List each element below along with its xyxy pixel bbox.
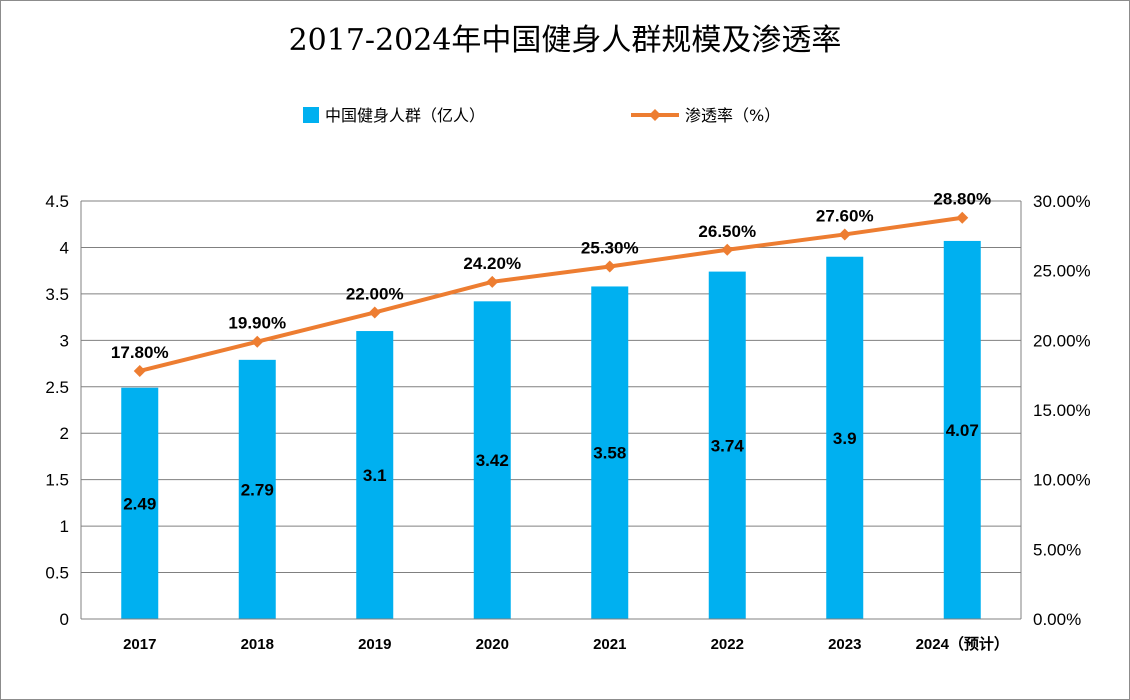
right-axis-tick-label: 5.00%: [1033, 540, 1081, 559]
line-value-label: 19.90%: [228, 314, 286, 333]
category-label: 2021: [593, 636, 626, 653]
gridlines: [81, 200, 1021, 620]
bar-value-label: 3.1: [363, 466, 387, 485]
left-axis-tick-label: 4: [60, 238, 69, 257]
line-value-label: 25.30%: [581, 238, 639, 257]
bar: [473, 301, 511, 619]
chart-title: 2017-2024年中国健身人群规模及渗透率: [289, 23, 842, 58]
left-axis-tick-label: 3: [60, 331, 69, 350]
legend: 中国健身人群（亿人） 渗透率（%）: [303, 106, 780, 125]
left-axis: 0 0.5 1 1.5 2 2.5 3 3.5 4 4.5: [45, 192, 82, 629]
line-marker: [368, 306, 381, 319]
legend-bar-label: 中国健身人群（亿人）: [325, 106, 485, 125]
category-label: 2022: [711, 636, 744, 653]
line-value-label: 28.80%: [933, 190, 991, 209]
right-axis-tick-label: 20.00%: [1033, 331, 1091, 350]
left-axis-tick-label: 3.5: [45, 285, 69, 304]
category-label: 2018: [241, 636, 274, 653]
line-marker: [603, 260, 616, 273]
x-axis: 2017 2018 2019 2020 2021 2022 2023 2024（预计）: [81, 618, 1021, 653]
line-marker: [486, 275, 499, 288]
bar: [591, 286, 629, 619]
right-axis-tick-label: 25.00%: [1033, 262, 1091, 281]
line-marker: [721, 243, 734, 256]
line-marker: [838, 228, 851, 241]
line-value-label: 17.80%: [111, 343, 169, 362]
right-axis-tick-label: 30.00%: [1033, 192, 1091, 211]
left-axis-tick-label: 1: [60, 517, 69, 536]
bar-value-label: 2.49: [123, 494, 156, 513]
line-marker: [956, 211, 969, 224]
right-axis-tick-label: 10.00%: [1033, 471, 1091, 490]
bar-value-label: 3.58: [593, 444, 626, 463]
line-value-label: 24.20%: [463, 254, 521, 273]
bar-value-label: 2.79: [241, 480, 274, 499]
left-axis-tick-label: 4.5: [45, 192, 69, 211]
line-marker: [133, 364, 146, 377]
left-axis-tick-label: 0: [60, 610, 69, 629]
bar-value-label: 3.9: [833, 429, 857, 448]
category-label: 2024（预计）: [916, 635, 1009, 653]
line-series: [133, 211, 969, 377]
bar: [238, 359, 276, 619]
line-marker: [251, 335, 264, 348]
legend-line-marker: [649, 109, 661, 121]
category-label: 2017: [123, 636, 156, 653]
line-value-label: 26.50%: [698, 222, 756, 241]
bar: [826, 256, 864, 619]
left-axis-tick-label: 1.5: [45, 471, 69, 490]
legend-bar-swatch: [303, 107, 319, 123]
bar: [121, 387, 159, 619]
category-label: 2019: [358, 636, 391, 653]
bar-value-label: 4.07: [946, 421, 979, 440]
bar-labels: 2.49 2.79 3.1 3.42 3.58 3.74 3.9 4.07: [123, 421, 979, 513]
category-label: 2020: [476, 636, 509, 653]
line-value-label: 22.00%: [346, 284, 404, 303]
bar-value-label: 3.74: [711, 436, 745, 455]
bar: [943, 240, 981, 620]
right-axis-tick-label: 0.00%: [1033, 610, 1081, 629]
right-axis-tick-label: 15.00%: [1033, 401, 1091, 420]
left-axis-tick-label: 2.5: [45, 378, 69, 397]
bar: [708, 271, 746, 619]
penetration-line: [139, 215, 963, 373]
bars: [121, 240, 981, 620]
line-value-label: 27.60%: [816, 206, 874, 225]
left-axis-tick-label: 2: [60, 424, 69, 443]
bar-value-label: 3.42: [476, 451, 509, 470]
legend-line-label: 渗透率（%）: [685, 106, 780, 125]
left-axis-tick-label: 0.5: [45, 564, 69, 583]
bar: [356, 331, 394, 619]
line-labels: 17.80% 19.90% 22.00% 24.20% 25.30% 26.50% 27.6…: [111, 190, 991, 362]
right-axis: 0.00% 5.00% 10.00% 15.00% 20.00% 25.00% 30.00%: [1020, 192, 1091, 629]
category-label: 2023: [828, 636, 861, 653]
